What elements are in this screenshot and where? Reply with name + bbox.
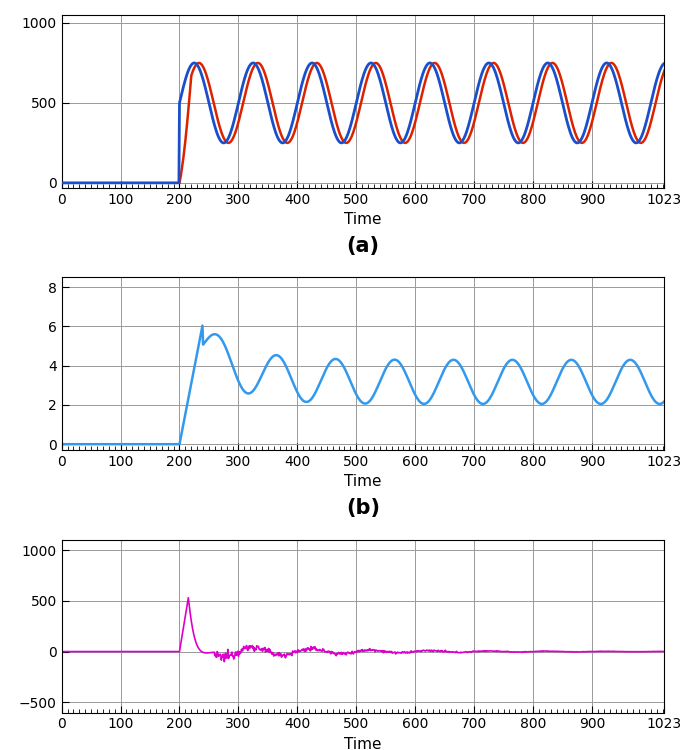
Text: (a): (a) — [347, 236, 379, 256]
X-axis label: Time: Time — [345, 212, 382, 227]
X-axis label: Time: Time — [345, 475, 382, 490]
X-axis label: Time: Time — [345, 737, 382, 750]
Text: (b): (b) — [346, 499, 380, 518]
